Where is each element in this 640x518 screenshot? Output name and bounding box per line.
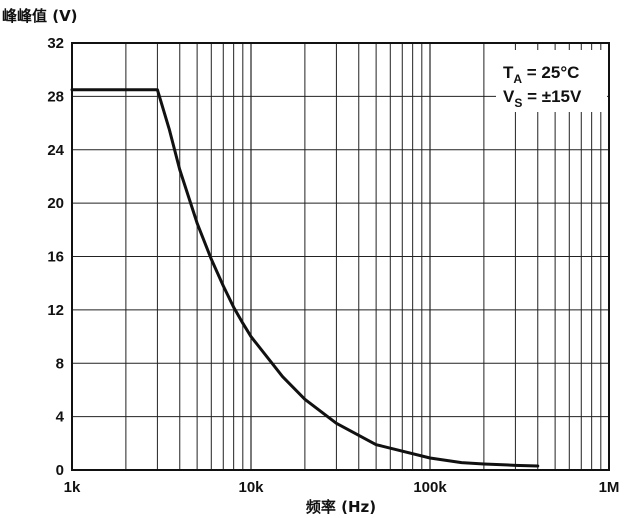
x-tick-label: 1k [64, 479, 81, 496]
y-tick-label: 32 [47, 35, 64, 52]
x-axis-title: 频率 (Hz) [306, 498, 376, 516]
annotation-box: TA = 25°C VS = ±15V [503, 63, 582, 110]
y-axis-title: 峰峰值 (V) [2, 7, 78, 25]
y-tick-label: 28 [47, 88, 64, 105]
y-tick-label: 4 [56, 409, 65, 426]
annotation-temperature: TA = 25°C [503, 63, 579, 86]
series-line [70, 88, 540, 468]
y-tick-label: 24 [47, 142, 64, 159]
x-tick-label: 10k [238, 479, 264, 496]
annotation-supply-voltage: VS = ±15V [503, 87, 582, 110]
y-tick-label: 16 [47, 249, 64, 266]
grid [71, 42, 610, 471]
x-tick-label: 100k [413, 479, 447, 496]
annotation-background [496, 50, 607, 112]
x-tick-label: 1M [599, 479, 620, 496]
y-tick-label: 8 [56, 355, 64, 372]
y-tick-label: 12 [47, 302, 64, 319]
plot-frame [71, 42, 610, 471]
series-layer [70, 88, 540, 468]
y-tick-label: 0 [56, 462, 64, 479]
y-tick-label: 20 [47, 195, 64, 212]
axes: 0 4 8 12 16 20 24 28 32 1k 10k 100k 1M [47, 35, 619, 496]
